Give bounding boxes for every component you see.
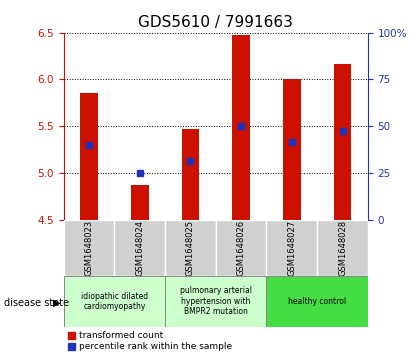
Text: GSM1648024: GSM1648024: [135, 220, 144, 276]
Bar: [266, 276, 368, 327]
Bar: [334, 64, 351, 220]
Bar: [266, 220, 317, 276]
Text: GSM1648028: GSM1648028: [338, 220, 347, 276]
Text: idiopathic dilated
cardiomyopathy: idiopathic dilated cardiomyopathy: [81, 291, 148, 311]
Bar: [64, 220, 114, 276]
Bar: [165, 276, 266, 327]
Text: GSM1648027: GSM1648027: [287, 220, 296, 276]
Text: GSM1648026: GSM1648026: [237, 220, 246, 276]
Text: GSM1648025: GSM1648025: [186, 220, 195, 276]
Bar: [182, 129, 199, 220]
Bar: [114, 220, 165, 276]
Text: ▶: ▶: [53, 298, 61, 308]
Bar: [64, 276, 165, 327]
Bar: [317, 220, 368, 276]
Bar: [131, 185, 149, 220]
Text: GSM1648023: GSM1648023: [85, 220, 94, 276]
Legend: transformed count, percentile rank within the sample: transformed count, percentile rank withi…: [68, 331, 232, 351]
Bar: [283, 79, 301, 220]
Bar: [232, 36, 250, 220]
Bar: [216, 220, 266, 276]
Title: GDS5610 / 7991663: GDS5610 / 7991663: [139, 15, 293, 30]
Text: pulmonary arterial
hypertension with
BMPR2 mutation: pulmonary arterial hypertension with BMP…: [180, 286, 252, 316]
Bar: [165, 220, 216, 276]
Text: healthy control: healthy control: [288, 297, 346, 306]
Bar: [80, 93, 98, 220]
Text: disease state: disease state: [4, 298, 69, 308]
